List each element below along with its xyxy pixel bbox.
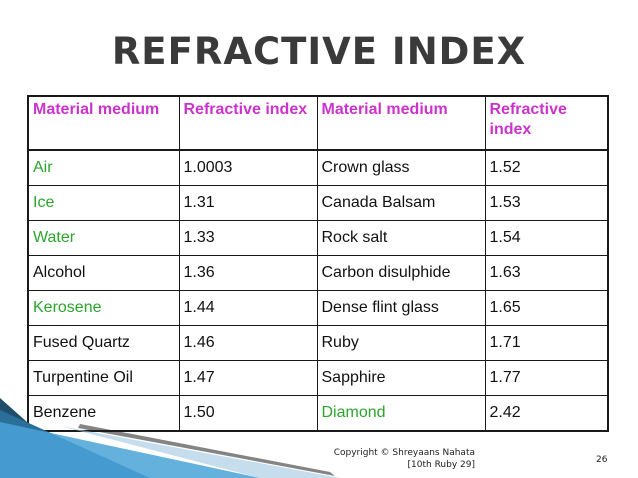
index-cell: 2.42 xyxy=(484,395,609,432)
table-row: Ice 1.31 Canada Balsam 1.53 xyxy=(27,185,609,221)
material-cell: Fused Quartz xyxy=(27,325,180,361)
refractive-index-table: Material medium Refractive index Materia… xyxy=(27,95,609,432)
index-cell: 1.46 xyxy=(178,325,318,361)
material-cell: Canada Balsam xyxy=(316,185,486,221)
index-cell: 1.53 xyxy=(484,185,609,221)
material-cell: Ruby xyxy=(316,325,486,361)
copyright-notice: Copyright © Shreyaans Nahata [10th Ruby … xyxy=(330,447,475,471)
page-number: 26 xyxy=(596,455,608,465)
header-index-1: Refractive index xyxy=(178,95,318,151)
index-cell: 1.71 xyxy=(484,325,609,361)
material-cell: Benzene xyxy=(27,395,180,432)
decorative-swoosh xyxy=(0,398,340,478)
table-header-row: Material medium Refractive index Materia… xyxy=(27,95,609,151)
table-row: Air 1.0003 Crown glass 1.52 xyxy=(27,149,609,186)
material-cell: Rock salt xyxy=(316,220,486,256)
material-cell: Diamond xyxy=(316,395,486,432)
index-cell: 1.0003 xyxy=(178,149,318,186)
index-cell: 1.65 xyxy=(484,290,609,326)
index-cell: 1.36 xyxy=(178,255,318,291)
table-row: Fused Quartz 1.46 Ruby 1.71 xyxy=(27,325,609,361)
swoosh-highlight-shape xyxy=(60,426,340,478)
material-cell: Alcohol xyxy=(27,255,180,291)
index-cell: 1.33 xyxy=(178,220,318,256)
material-cell: Crown glass xyxy=(316,149,486,186)
table-row: Turpentine Oil 1.47 Sapphire 1.77 xyxy=(27,360,609,396)
table-row: Benzene 1.50 Diamond 2.42 xyxy=(27,395,609,432)
material-cell: Kerosene xyxy=(27,290,180,326)
table-row: Kerosene 1.44 Dense flint glass 1.65 xyxy=(27,290,609,326)
material-cell: Ice xyxy=(27,185,180,221)
copyright-line-2: [10th Ruby 29] xyxy=(407,460,475,470)
material-cell: Sapphire xyxy=(316,360,486,396)
index-cell: 1.50 xyxy=(178,395,318,432)
index-cell: 1.54 xyxy=(484,220,609,256)
material-cell: Dense flint glass xyxy=(316,290,486,326)
index-cell: 1.31 xyxy=(178,185,318,221)
index-cell: 1.47 xyxy=(178,360,318,396)
header-material-2: Material medium xyxy=(316,95,486,151)
swoosh-shadow-line xyxy=(78,424,335,476)
swoosh-light-shape xyxy=(0,422,260,478)
material-cell: Air xyxy=(27,149,180,186)
table-row: Alcohol 1.36 Carbon disulphide 1.63 xyxy=(27,255,609,291)
material-cell: Turpentine Oil xyxy=(27,360,180,396)
index-cell: 1.52 xyxy=(484,149,609,186)
material-cell: Carbon disulphide xyxy=(316,255,486,291)
index-cell: 1.44 xyxy=(178,290,318,326)
slide-title: REFRACTIVE INDEX xyxy=(111,30,527,73)
table-row: Water 1.33 Rock salt 1.54 xyxy=(27,220,609,256)
header-material-1: Material medium xyxy=(27,95,180,151)
header-index-2: Refractive index xyxy=(484,95,609,151)
index-cell: 1.63 xyxy=(484,255,609,291)
index-cell: 1.77 xyxy=(484,360,609,396)
copyright-line-1: Copyright © Shreyaans Nahata xyxy=(333,448,475,458)
material-cell: Water xyxy=(27,220,180,256)
